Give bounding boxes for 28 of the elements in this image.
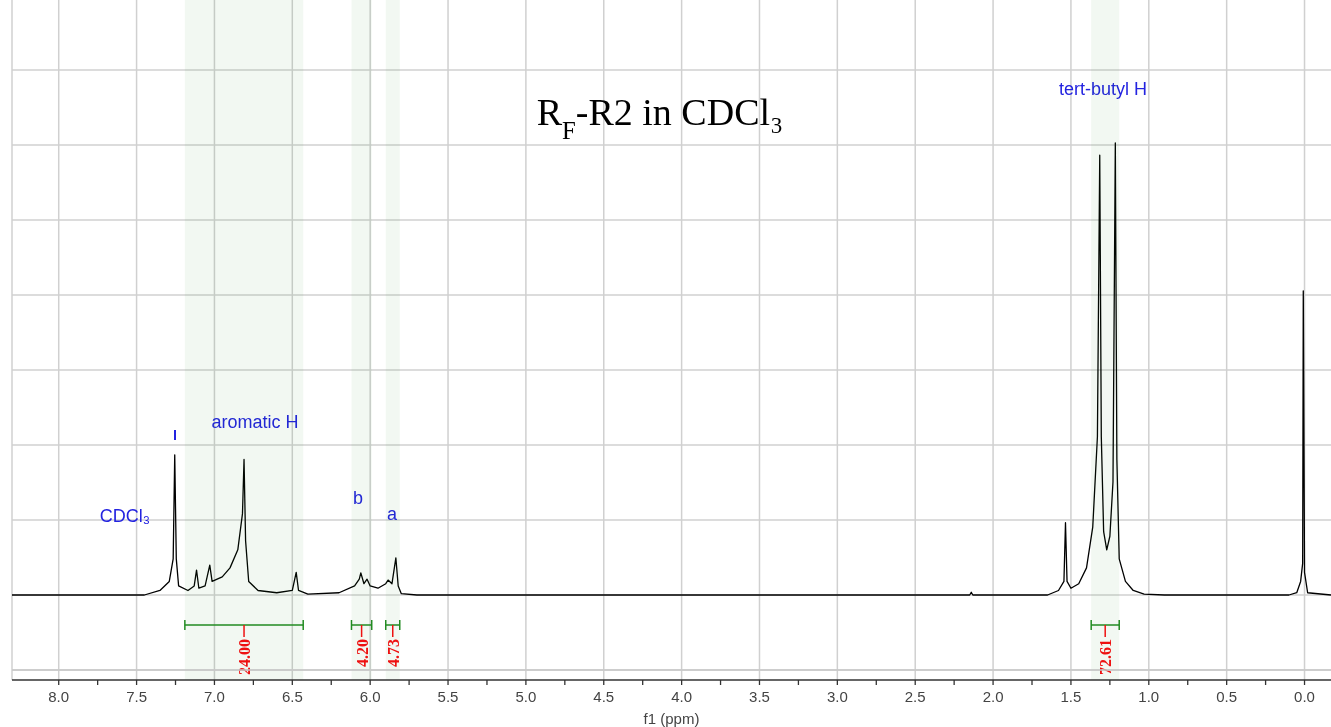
x-tick-label: 8.0 xyxy=(48,688,70,705)
annotation: aromatic H xyxy=(211,412,299,432)
text: tert-butyl H xyxy=(1058,79,1148,99)
chart-title: R$_{F}$-R2 in CDCl₃ xyxy=(536,91,784,144)
x-tick-label: 4.5 xyxy=(593,688,615,705)
x-tick-label: 1.0 xyxy=(1138,688,1160,705)
x-tick-label: 7.0 xyxy=(204,688,225,705)
x-tick-label: 1.5 xyxy=(1060,688,1082,705)
x-tick-label: 0.0 xyxy=(1294,688,1315,705)
x-tick-label: 6.0 xyxy=(359,688,381,705)
x-tick-label: 5.0 xyxy=(515,688,537,705)
band-label: 4.20 xyxy=(353,639,371,667)
x-tick-label: 6.5 xyxy=(281,688,303,705)
x-axis-title: f1 (ppm) xyxy=(643,710,700,727)
x-tick-label: 2.0 xyxy=(982,688,1004,705)
annotation: a xyxy=(386,504,398,524)
x-tick-label: 3.0 xyxy=(826,688,848,705)
x-tick-label: 4.0 xyxy=(671,688,693,705)
x-tick-label: 3.5 xyxy=(749,688,770,705)
annotation: b xyxy=(352,488,364,508)
annotation: CDCl₃ xyxy=(99,506,151,526)
band-label: 4.73 xyxy=(384,639,402,667)
band-label: 24.00 xyxy=(236,639,254,675)
x-tick-label: 7.5 xyxy=(126,688,148,705)
band-label: 72.61 xyxy=(1097,639,1115,675)
x-tick-label: 0.5 xyxy=(1216,688,1238,705)
x-tick-label: 5.5 xyxy=(437,688,459,705)
x-tick-label: 2.5 xyxy=(904,688,926,705)
